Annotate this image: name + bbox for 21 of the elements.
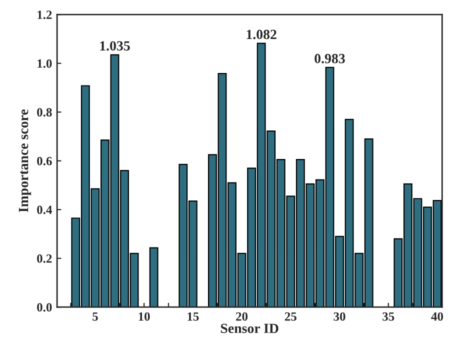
x-tick-label: 10 bbox=[138, 312, 150, 321]
x-tick-label: 35 bbox=[382, 312, 394, 321]
y-tick-label: 0.6 bbox=[37, 156, 52, 166]
x-tick-label: 5 bbox=[92, 312, 98, 321]
x-tick-label: 25 bbox=[284, 312, 296, 321]
y-tick-label: 0.8 bbox=[37, 108, 52, 117]
x-tick-label: 20 bbox=[236, 312, 248, 321]
data-label: 1.035 bbox=[100, 41, 130, 51]
data-label: 1.082 bbox=[246, 30, 276, 40]
y-axis-title: Importance score bbox=[18, 109, 32, 212]
x-axis-title: Sensor ID bbox=[220, 324, 278, 334]
y-tick-label: 0.4 bbox=[37, 206, 52, 214]
y-tick-label: 1.2 bbox=[38, 10, 52, 20]
x-tick-label: 30 bbox=[334, 312, 346, 321]
data-label: 0.983 bbox=[314, 54, 345, 64]
y-tick-label: 0.2 bbox=[37, 254, 52, 263]
bar bbox=[149, 247, 158, 308]
x-tick-label: 15 bbox=[188, 312, 199, 321]
y-tick-label: 1.0 bbox=[38, 59, 52, 68]
y-tick-label: 0.0 bbox=[37, 303, 52, 312]
x-tick-label: 40 bbox=[431, 312, 444, 321]
